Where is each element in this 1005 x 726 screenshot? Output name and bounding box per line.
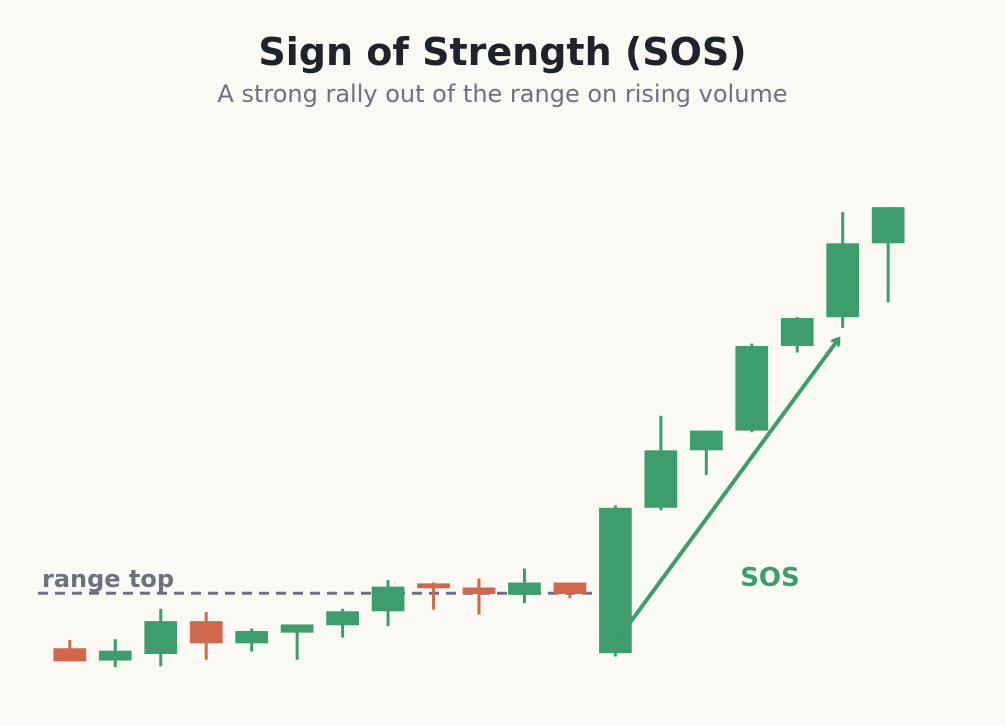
candle xyxy=(371,580,405,627)
candle-body xyxy=(508,582,541,595)
candle xyxy=(508,568,541,604)
candle-body xyxy=(871,207,905,244)
candle-body xyxy=(826,243,860,318)
candle xyxy=(235,628,269,652)
candle-body xyxy=(144,621,178,654)
candle xyxy=(98,639,132,668)
candle-body xyxy=(98,650,132,661)
chart-title: Sign of Strength (SOS) xyxy=(258,30,747,74)
candle xyxy=(599,505,632,657)
candle-body xyxy=(644,450,678,508)
range-top-label: range top xyxy=(42,565,174,593)
candle xyxy=(735,343,769,433)
candle-body xyxy=(280,624,314,633)
sos-arrow xyxy=(613,339,838,645)
candle-body xyxy=(689,430,723,451)
candle-body xyxy=(553,582,587,595)
candle xyxy=(462,578,496,615)
candle-body xyxy=(189,621,223,644)
candle-body xyxy=(462,587,496,595)
candle xyxy=(644,415,678,511)
candle xyxy=(53,640,87,662)
candle xyxy=(553,582,587,599)
candle-body xyxy=(735,345,769,431)
candle xyxy=(417,582,450,610)
candle-body xyxy=(417,583,450,589)
candle xyxy=(689,430,723,475)
candle xyxy=(144,608,178,667)
sos-label: SOS xyxy=(740,563,800,593)
candle xyxy=(189,612,223,660)
candle xyxy=(871,207,905,303)
candle-body xyxy=(235,631,269,644)
candle xyxy=(780,317,814,353)
candle xyxy=(826,212,860,328)
candle-body xyxy=(599,507,632,654)
candle-body xyxy=(53,648,87,662)
candle xyxy=(326,608,359,638)
candle-body xyxy=(326,611,359,626)
candle xyxy=(280,624,314,660)
candle-body xyxy=(371,586,405,612)
candle-body xyxy=(780,318,814,346)
chart-subtitle: A strong rally out of the range on risin… xyxy=(217,80,788,108)
